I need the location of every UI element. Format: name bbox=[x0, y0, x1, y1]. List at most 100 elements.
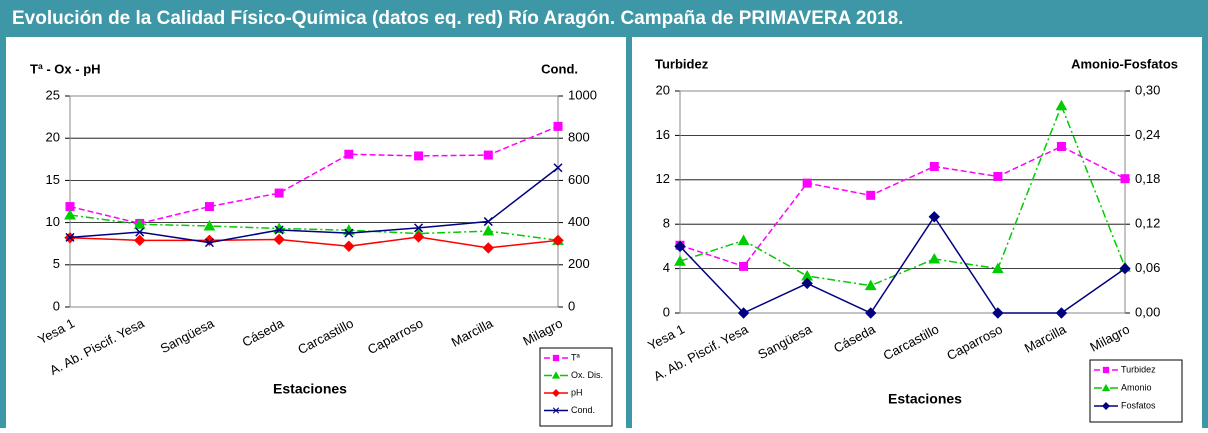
marker bbox=[204, 202, 214, 212]
legend-label: Turbidez bbox=[1121, 364, 1156, 374]
series-line bbox=[679, 145, 1126, 268]
y-tick-label: 25 bbox=[46, 87, 60, 102]
series-line bbox=[69, 214, 559, 242]
marker bbox=[412, 231, 425, 243]
marker bbox=[482, 225, 495, 236]
marker bbox=[993, 171, 1003, 181]
plot-frame bbox=[679, 90, 1126, 314]
marker bbox=[414, 151, 424, 161]
legend-label: Ox. Dis. bbox=[571, 370, 603, 380]
y-axis-label: Tª - Ox - pH bbox=[30, 61, 101, 76]
marker bbox=[273, 233, 285, 246]
y-tick-label: 12 bbox=[656, 171, 670, 186]
y-tick-label: 0 bbox=[663, 304, 670, 319]
panel bbox=[6, 37, 626, 428]
series-line bbox=[679, 103, 1126, 287]
y2-tick-label: 400 bbox=[568, 214, 590, 229]
series-line bbox=[69, 125, 559, 225]
y-tick-label: 10 bbox=[46, 214, 60, 229]
legend-label: Fosfatos bbox=[1121, 400, 1156, 410]
marker bbox=[928, 252, 941, 264]
marker bbox=[343, 240, 355, 252]
marker bbox=[483, 217, 493, 227]
marker bbox=[553, 163, 563, 173]
marker bbox=[928, 211, 940, 223]
y-tick-label: 0 bbox=[53, 298, 60, 313]
y2-axis-label: Amonio-Fosfatos bbox=[1071, 56, 1178, 71]
legend-marker bbox=[552, 407, 560, 414]
marker bbox=[135, 227, 145, 237]
y2-tick-label: 0,06 bbox=[1135, 260, 1160, 275]
marker bbox=[1119, 262, 1131, 275]
marker bbox=[553, 121, 563, 131]
marker bbox=[552, 234, 564, 247]
y-tick-label: 20 bbox=[656, 82, 670, 97]
marker bbox=[674, 240, 686, 253]
marker bbox=[865, 307, 877, 319]
y-tick-label: 20 bbox=[46, 130, 60, 145]
y2-axis-label: Cond. bbox=[541, 61, 578, 76]
y2-tick-label: 1000 bbox=[568, 87, 597, 102]
marker bbox=[802, 178, 812, 188]
marker bbox=[929, 161, 939, 171]
marker bbox=[414, 223, 424, 233]
marker bbox=[204, 238, 214, 248]
marker bbox=[864, 279, 877, 291]
legend-marker bbox=[551, 371, 561, 379]
marker bbox=[482, 242, 494, 254]
y2-tick-label: 0,12 bbox=[1135, 216, 1160, 231]
y2-tick-label: 0,18 bbox=[1135, 171, 1160, 186]
legend-marker bbox=[1101, 383, 1111, 392]
x-axis-label: Estaciones bbox=[888, 391, 962, 407]
legend-marker bbox=[552, 354, 560, 362]
series-line bbox=[69, 236, 559, 249]
marker bbox=[274, 188, 284, 198]
marker bbox=[739, 261, 749, 271]
y2-tick-label: 600 bbox=[568, 172, 590, 187]
marker bbox=[344, 228, 354, 238]
y-tick-label: 15 bbox=[46, 172, 60, 187]
legend-label: pH bbox=[571, 387, 583, 397]
marker bbox=[134, 234, 146, 247]
legend-label: Cond. bbox=[571, 405, 595, 415]
y2-tick-label: 0,30 bbox=[1135, 82, 1160, 97]
x-axis-label: Estaciones bbox=[273, 381, 347, 397]
legend-label: Amonio bbox=[1121, 382, 1152, 392]
series-line bbox=[69, 167, 559, 244]
marker bbox=[1055, 99, 1068, 111]
marker bbox=[344, 149, 354, 159]
marker bbox=[203, 219, 216, 231]
y2-tick-label: 0 bbox=[568, 298, 575, 313]
y2-tick-label: 0,00 bbox=[1135, 304, 1160, 319]
marker bbox=[866, 190, 876, 200]
marker bbox=[737, 234, 750, 245]
marker bbox=[133, 218, 146, 229]
y2-tick-label: 200 bbox=[568, 256, 590, 271]
plot-frame bbox=[69, 95, 559, 308]
marker bbox=[674, 255, 686, 266]
marker bbox=[64, 208, 76, 220]
marker bbox=[483, 150, 493, 160]
legend-box bbox=[539, 347, 613, 427]
legend-label: Tª bbox=[571, 352, 580, 362]
y2-tick-label: 800 bbox=[568, 130, 590, 145]
y-tick-label: 16 bbox=[656, 127, 670, 142]
legend-marker bbox=[552, 389, 560, 397]
y-axis-label: Turbidez bbox=[655, 56, 709, 71]
page-title: Evolución de la Calidad Físico-Química (… bbox=[12, 8, 903, 29]
marker bbox=[274, 225, 284, 235]
marker bbox=[1120, 174, 1130, 184]
series-line bbox=[679, 215, 1126, 314]
marker bbox=[65, 232, 75, 242]
y2-tick-label: 0,24 bbox=[1135, 127, 1160, 142]
marker bbox=[1055, 307, 1068, 319]
y-tick-label: 8 bbox=[663, 216, 670, 231]
y-tick-label: 5 bbox=[53, 256, 60, 271]
marker bbox=[992, 307, 1004, 319]
legend-marker bbox=[1102, 402, 1110, 410]
y-tick-label: 4 bbox=[663, 260, 670, 275]
marker bbox=[801, 277, 813, 290]
marker bbox=[737, 307, 750, 319]
marker bbox=[1056, 142, 1066, 151]
